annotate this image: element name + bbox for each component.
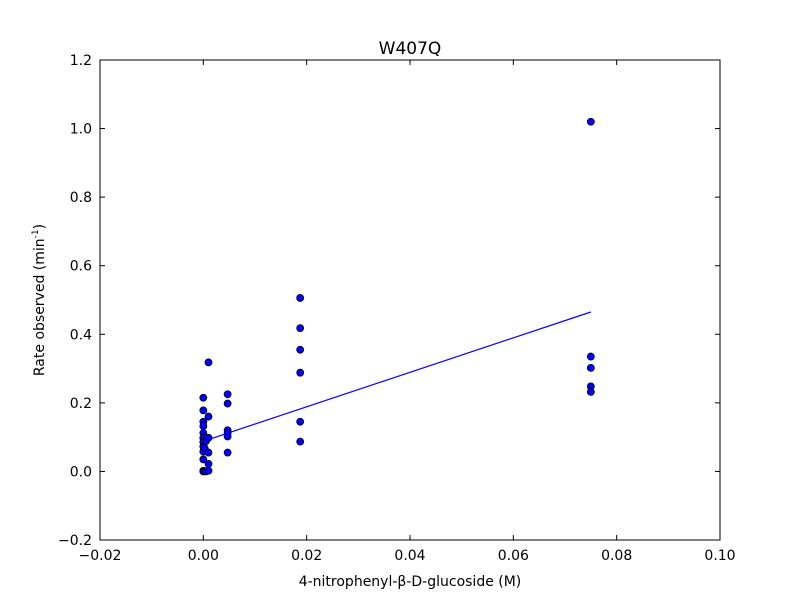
x-axis-label: 4-nitrophenyl-β-D-glucoside (M) [299,574,522,590]
data-point [199,406,208,415]
x-tick-label: 0.08 [601,548,632,564]
data-point [586,352,595,361]
data-point [296,417,305,426]
data-point [296,437,305,446]
y-tick-label: 0.0 [70,464,92,480]
y-axis-label: Rate observed (min-1) [31,224,48,376]
data-point [296,324,305,333]
data-point [204,412,213,421]
data-point [204,448,213,457]
fit-line [203,311,592,442]
x-tick-label: 0.10 [704,548,735,564]
data-point [586,387,595,396]
data-point [296,294,305,302]
y-tick-label: 0.6 [70,259,92,275]
fit-line-layer [203,311,592,442]
y-tick-label: −0.2 [58,533,92,549]
data-point [223,448,232,457]
data-point [204,358,213,367]
y-axis-ticks: −0.2 0.0 0.2 0.4 0.6 0.8 1.0 1.2 [58,53,720,549]
y-tick-label: 1.2 [70,53,92,69]
chart-title: W407Q [379,39,442,59]
x-tick-label: 0.00 [188,548,219,564]
data-point [586,363,595,372]
data-point [199,422,208,431]
data-point [296,345,305,354]
x-axis-ticks: −0.02 0.00 0.02 0.04 0.06 0.08 0.10 [79,60,736,564]
y-tick-label: 0.4 [70,327,92,343]
x-tick-label: −0.02 [79,548,122,564]
x-tick-label: 0.04 [394,548,425,564]
y-tick-label: 0.8 [70,190,92,206]
data-point [296,368,305,377]
y-axis-label-superscript: -1 [31,229,41,238]
x-tick-label: 0.06 [498,548,529,564]
data-point [199,393,208,402]
data-point [223,399,232,408]
data-point [223,390,232,399]
data-point [199,455,208,464]
scatter-points [199,117,595,476]
data-point [204,466,213,475]
y-tick-label: 1.0 [70,122,92,138]
data-point [204,459,213,468]
y-axis-label-end: ) [32,224,48,229]
y-axis-label-main: Rate observed (min [32,238,48,376]
data-point [586,117,595,126]
y-tick-label: 0.2 [70,396,92,412]
x-tick-label: 0.02 [291,548,322,564]
